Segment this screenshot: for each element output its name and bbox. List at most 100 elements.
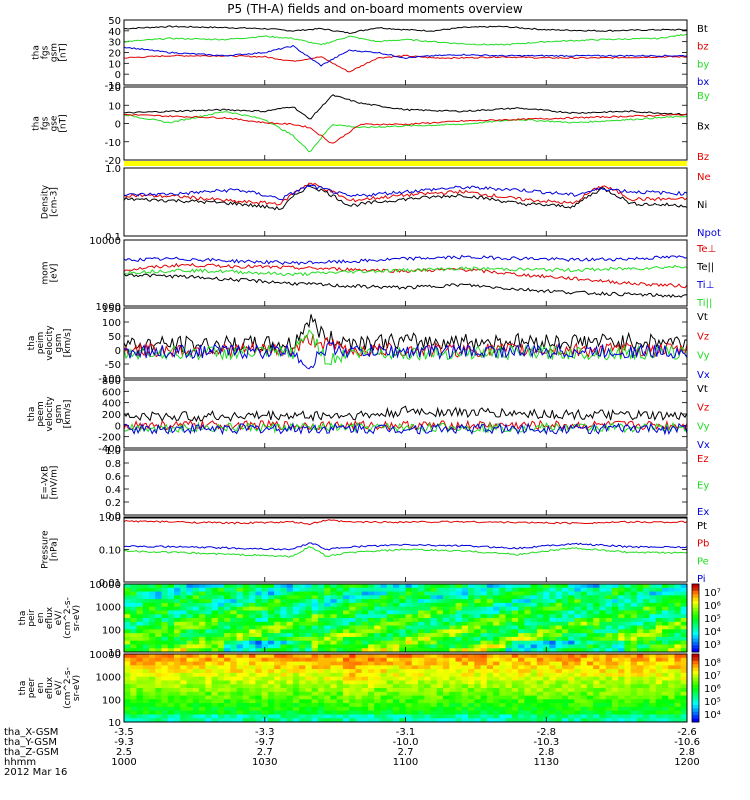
- heatmap-cell: [367, 657, 375, 663]
- heatmap-cell: [211, 672, 219, 678]
- heatmap-cell: [274, 718, 281, 723]
- heatmap-cell: [418, 657, 425, 663]
- heatmap-cell: [392, 610, 400, 615]
- heatmap-cell: [655, 699, 663, 704]
- heatmap-cell: [355, 621, 363, 627]
- heatmap-cell: [649, 710, 657, 715]
- heatmap-cell: [624, 710, 632, 715]
- heatmap-cell: [674, 591, 682, 596]
- heatmap-cell: [286, 599, 294, 604]
- heatmap-cell: [549, 629, 557, 634]
- heatmap-cell: [317, 714, 325, 719]
- heatmap-cell: [399, 629, 406, 634]
- heatmap-cell: [661, 595, 669, 600]
- x-axis-value: 2.7: [398, 747, 414, 758]
- heatmap-cell: [680, 640, 688, 645]
- heatmap-cell: [330, 706, 338, 712]
- heatmap-cell: [424, 625, 432, 630]
- heatmap-cell: [255, 629, 263, 634]
- heatmap-cell: [236, 714, 244, 719]
- colorbar-cell: [692, 708, 699, 713]
- heatmap-cell: [236, 669, 244, 674]
- heatmap-cell: [424, 718, 432, 723]
- heatmap-cell: [580, 688, 588, 693]
- heatmap-cell: [255, 610, 263, 615]
- heatmap-cell: [349, 684, 356, 689]
- heatmap-cell: [136, 621, 144, 627]
- heatmap-cell: [511, 636, 519, 642]
- heatmap-cell: [649, 610, 657, 615]
- heatmap-cell: [530, 706, 538, 712]
- heatmap-cell: [380, 640, 388, 645]
- heatmap-cell: [511, 621, 519, 627]
- heatmap-cell: [524, 695, 532, 700]
- heatmap-cell: [236, 629, 244, 634]
- heatmap-cell: [236, 688, 244, 693]
- heatmap-cell: [468, 633, 475, 638]
- heatmap-cell: [643, 625, 650, 630]
- heatmap-cell: [430, 699, 438, 704]
- heatmap-cell: [511, 640, 519, 645]
- heatmap-cell: [424, 699, 432, 704]
- heatmap-cell: [449, 610, 457, 615]
- heatmap-cell: [555, 676, 563, 681]
- heatmap-cell: [536, 699, 544, 704]
- heatmap-cell: [292, 587, 300, 593]
- heatmap-cell: [230, 695, 238, 700]
- heatmap-cell: [474, 676, 482, 681]
- heatmap-cell: [399, 591, 406, 596]
- heatmap-cell: [680, 680, 688, 685]
- heatmap-cell: [455, 610, 463, 615]
- heatmap-cell: [405, 591, 413, 596]
- heatmap-cell: [636, 684, 644, 689]
- heatmap-cell: [311, 691, 319, 697]
- heatmap-cell: [199, 672, 206, 678]
- heatmap-cell: [418, 633, 425, 638]
- heatmap-cell: [455, 599, 463, 604]
- heatmap-cell: [249, 614, 256, 619]
- heatmap-cell: [355, 648, 363, 653]
- heatmap-cell: [267, 614, 275, 619]
- heatmap-cell: [367, 584, 375, 589]
- heatmap-cell: [674, 584, 682, 589]
- heatmap-cell: [461, 606, 469, 611]
- heatmap-cell: [192, 595, 200, 600]
- heatmap-cell: [305, 599, 313, 604]
- heatmap-cell: [311, 703, 319, 708]
- heatmap-cell: [255, 691, 263, 697]
- heatmap-cell: [661, 688, 669, 693]
- heatmap-cell: [130, 606, 138, 611]
- heatmap-cell: [680, 618, 688, 623]
- heatmap-cell: [636, 606, 644, 611]
- heatmap-cell: [586, 625, 594, 630]
- heatmap-cell: [568, 636, 575, 642]
- heatmap-cell: [142, 640, 150, 645]
- heatmap-cell: [211, 633, 219, 638]
- heatmap-cell: [561, 695, 569, 700]
- heatmap-cell: [674, 695, 682, 700]
- heatmap-cell: [305, 672, 313, 678]
- heatmap-cell: [380, 602, 388, 608]
- heatmap-cell: [155, 718, 163, 723]
- heatmap-cell: [236, 640, 244, 645]
- heatmap-cell: [593, 648, 600, 653]
- heatmap-cell: [605, 706, 613, 712]
- heatmap-cell: [249, 706, 256, 712]
- heatmap-cell: [255, 699, 263, 704]
- heatmap-cell: [574, 665, 582, 670]
- heatmap-cell: [405, 621, 413, 627]
- heatmap-cell: [380, 606, 388, 611]
- heatmap-cell: [374, 699, 381, 704]
- heatmap-cell: [593, 676, 600, 681]
- heatmap-cell: [136, 684, 144, 689]
- heatmap-cell: [474, 699, 482, 704]
- heatmap-cell: [411, 591, 419, 596]
- heatmap-cell: [405, 714, 413, 719]
- heatmap-cell: [643, 680, 650, 685]
- heatmap-cell: [430, 676, 438, 681]
- heatmap-cell: [199, 591, 206, 596]
- heatmap-cell: [518, 703, 525, 708]
- heatmap-cell: [361, 680, 369, 685]
- heatmap-cell: [224, 587, 231, 593]
- heatmap-cell: [486, 629, 494, 634]
